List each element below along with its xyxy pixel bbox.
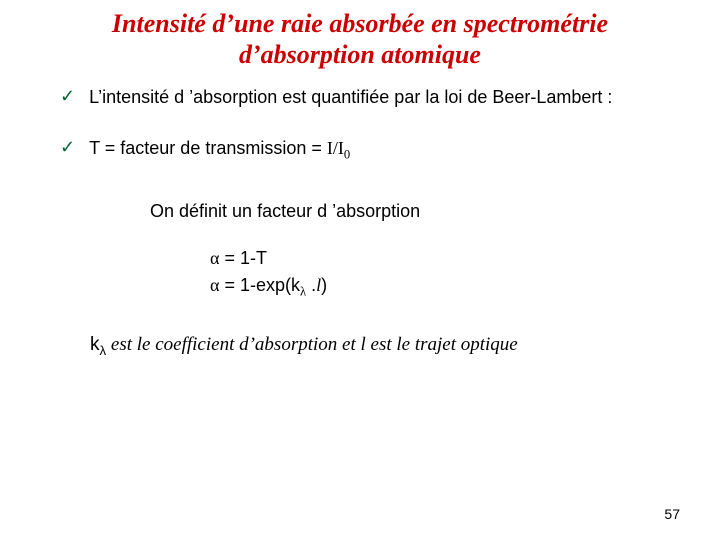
eq2-rest-c: ) [321,275,327,295]
eq2-rest-a: = 1-exp(k [219,275,300,295]
check-icon: ✓ [60,86,75,108]
equation-1: α = 1-T [210,248,720,269]
bullet-1-text: L’intensité d ’absorption est quantifiée… [89,86,612,109]
page-number: 57 [664,506,680,522]
check-icon: ✓ [60,137,75,159]
bullet-2-ratio: I/I [327,138,344,158]
definition-line: On définit un facteur d ’absorption [150,201,720,222]
equation-2: α = 1-exp(kλ .l) [210,275,720,300]
eq2-rest-b: . [306,275,316,295]
title-line-1: Intensité d’une raie absorbée en spectro… [112,9,608,38]
coef-k: k [90,334,100,355]
bullet-2-prefix: T = facteur de transmission = [89,138,327,158]
eq1-rest: = 1-T [219,248,267,268]
bullet-2-ratio-sub: 0 [344,147,350,161]
slide-title: Intensité d’une raie absorbée en spectro… [0,0,720,70]
bullet-1: ✓ L’intensité d ’absorption est quantifi… [60,86,680,109]
bullet-2: ✓ T = facteur de transmission = I/I0 [60,137,680,163]
coefficient-line: kλ est le coefficient d’absorption et l … [90,334,720,358]
title-line-2: d’absorption atomique [239,40,481,69]
equation-block: α = 1-T α = 1-exp(kλ .l) [210,248,720,300]
coef-rest: est le coefficient d’absorption et l est… [106,334,518,355]
bullet-2-text: T = facteur de transmission = I/I0 [89,137,350,163]
